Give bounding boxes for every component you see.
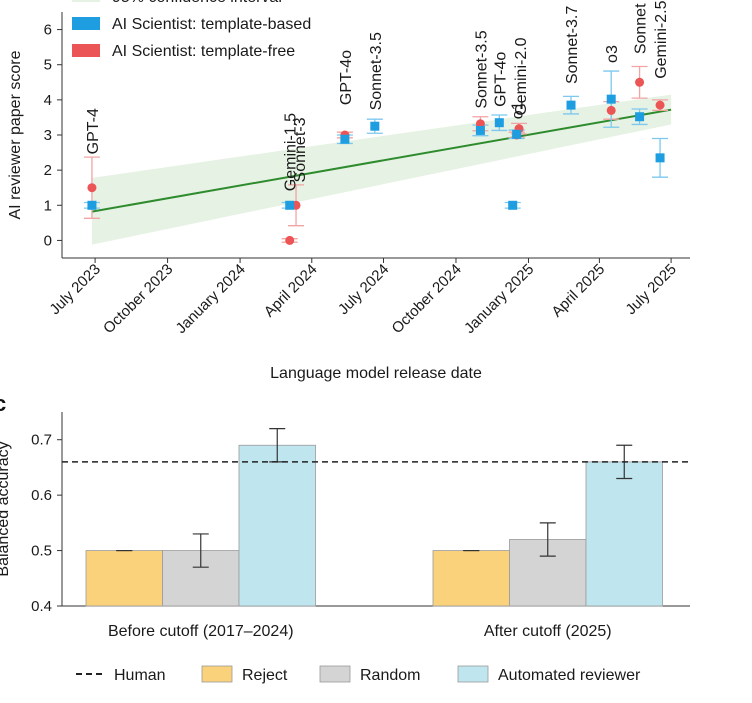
legend-swatch-bar	[201, 665, 233, 683]
template-based-point	[566, 100, 576, 110]
x-tick-label: October 2023	[100, 261, 176, 337]
legend-label: AI Scientist: template-free	[112, 43, 295, 60]
template-based-point	[635, 112, 645, 122]
bar-error-bar	[192, 533, 209, 568]
template-based-point	[370, 121, 380, 131]
model-label: GPT-4	[85, 108, 102, 154]
x-tick-label: April 2024	[261, 261, 321, 321]
template-based-point	[340, 134, 350, 144]
model-label: Sonnet	[633, 3, 650, 54]
legend-swatch-template-based	[72, 17, 100, 30]
template-based-point	[475, 125, 485, 135]
legend-swatch-template-free	[72, 44, 100, 57]
y-tick-label: 0.7	[31, 432, 52, 449]
y-tick-label: 0.5	[31, 543, 52, 560]
y-axis-title: AI reviewer paper score	[7, 50, 24, 219]
x-tick-label: October 2024	[389, 261, 465, 337]
bar	[238, 444, 316, 607]
legend-label: Random	[360, 667, 420, 684]
y-tick-label: 0	[44, 232, 52, 249]
template-based-point	[508, 200, 518, 210]
legend-label: Automated reviewer	[498, 667, 641, 684]
category-label: Before cutoff (2017–2024)	[108, 623, 294, 640]
x-tick-label: July 2025	[622, 261, 679, 318]
template-free-point	[606, 105, 616, 115]
legend-swatch-ci	[72, 0, 100, 2]
template-based-point	[606, 94, 616, 104]
x-tick-label: July 2024	[335, 261, 392, 318]
category-label: After cutoff (2025)	[484, 623, 612, 640]
model-label: o1	[510, 101, 527, 119]
model-label: Gemini-2.0	[513, 37, 530, 115]
model-label: o3	[604, 45, 621, 63]
template-free-point	[635, 77, 645, 87]
model-label: Sonnet-3	[292, 117, 309, 182]
legend-swatch-bar	[319, 665, 351, 683]
legend-swatch-bar	[457, 665, 489, 683]
template-free-point	[285, 235, 295, 245]
x-tick-label: April 2025	[548, 261, 608, 321]
ci-band	[91, 94, 672, 245]
template-based-point	[285, 200, 295, 210]
legend-label: AI Scientist: template-based	[112, 16, 311, 33]
y-tick-label: 0.4	[31, 598, 52, 615]
panel-letter: c	[0, 391, 6, 416]
y-tick-label: 3	[44, 127, 52, 144]
y-tick-label: 6	[44, 22, 52, 39]
legend-label: Reject	[242, 667, 288, 684]
legend-label: 95% confidence interval	[112, 0, 282, 6]
bar	[432, 550, 510, 607]
y-tick-label: 0.6	[31, 487, 52, 504]
y-axis-title: Balanced accuracy	[0, 441, 12, 576]
model-label: Gemini-2.5	[653, 0, 670, 78]
model-label: GPT-4o	[492, 52, 509, 107]
model-label: Sonnet-3.7	[564, 6, 581, 84]
x-tick-label: January 2025	[461, 261, 537, 337]
template-based-point	[494, 118, 504, 128]
bar-error-bar	[539, 522, 556, 557]
legend-label: Human	[114, 667, 166, 684]
bar	[585, 461, 663, 607]
x-tick-label: January 2024	[173, 261, 249, 337]
model-label: Sonnet-3.5	[473, 30, 490, 108]
regression-line	[91, 108, 672, 213]
bar	[85, 550, 163, 607]
template-based-point	[512, 129, 522, 139]
x-tick-label: July 2023	[46, 261, 103, 318]
y-tick-label: 5	[44, 57, 52, 74]
y-tick-label: 4	[44, 92, 52, 109]
y-tick-label: 2	[44, 162, 52, 179]
template-based-point	[87, 200, 97, 210]
x-axis-title: Language model release date	[270, 365, 482, 382]
template-free-point	[87, 183, 97, 193]
y-tick-label: 1	[44, 197, 52, 214]
model-label: Gemini-1.5	[283, 113, 300, 191]
template-based-point	[655, 153, 665, 163]
model-label: GPT-4o	[338, 50, 355, 105]
model-label: Sonnet-3.5	[368, 32, 385, 110]
template-free-point	[655, 100, 665, 110]
